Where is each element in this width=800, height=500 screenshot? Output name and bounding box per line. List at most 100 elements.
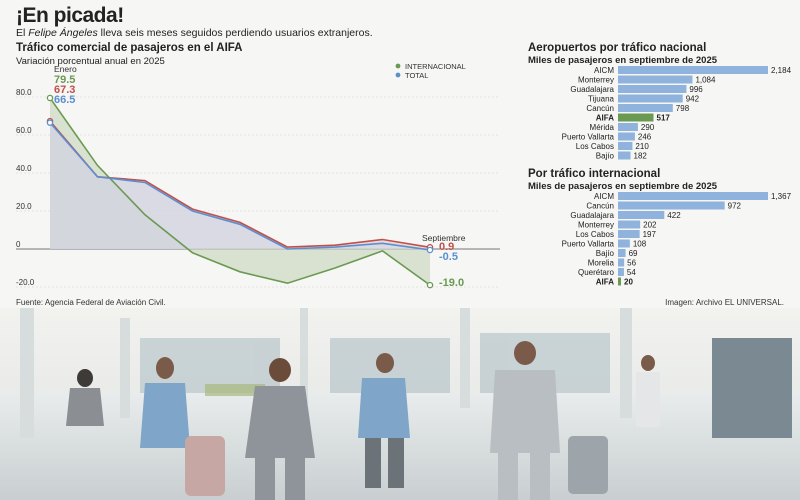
- image-credit: Imagen: Archivo EL UNIVERSAL.: [665, 298, 784, 307]
- bar-value-label: 56: [627, 259, 636, 268]
- bar: [618, 75, 693, 84]
- source-note: Fuente: Agencia Federal de Aviación Civi…: [16, 298, 166, 307]
- end-month-label: Septiembre: [422, 233, 466, 243]
- y-tick-label: 20.0: [16, 202, 32, 211]
- bar-value-label: 422: [667, 211, 681, 220]
- end-value-label: -19.0: [439, 277, 464, 289]
- bar: [618, 104, 673, 112]
- airport-terminal-photo: [0, 308, 800, 500]
- internacional-bar-chart: AICM 1,367 Cancún 972 Guadalajara 422 Monterre…: [562, 192, 792, 287]
- bar-category-label: AIFA: [596, 278, 614, 287]
- bar-value-label: 942: [686, 95, 700, 104]
- bar-category-label: Puerto Vallarta: [562, 133, 615, 142]
- bar-category-label: Morelia: [588, 259, 615, 268]
- bar-category-label: Mérida: [590, 123, 615, 132]
- bar: [618, 123, 638, 131]
- series-start-point: [46, 119, 54, 126]
- dek-pre: El: [16, 27, 29, 39]
- bar-category-label: AICM: [594, 192, 614, 201]
- bar-category-label: Los Cabos: [576, 230, 614, 239]
- internacional-chart-title: Por tráfico internacional: [528, 168, 661, 180]
- series-area: [50, 122, 430, 250]
- nacional-bar-chart: AICM 2,184 Monterrey 1,084 Guadalajara 996 Tij…: [562, 66, 792, 161]
- bar: [618, 151, 631, 160]
- bar: [618, 192, 768, 200]
- series-end-point: [426, 281, 434, 289]
- start-month-label: Enero: [54, 64, 77, 74]
- bar-category-label: Cancún: [586, 202, 614, 211]
- bar-category-label: Guadalajara: [570, 211, 614, 220]
- series-end-point: [426, 246, 434, 254]
- bar-category-label: Cancún: [586, 104, 614, 113]
- legend-label: INTERNACIONAL: [405, 62, 466, 71]
- bar-value-label: 54: [627, 268, 636, 277]
- start-value-label: 67.3: [54, 84, 75, 96]
- line-chart-subtitle: Variación porcentual anual en 2025: [16, 56, 165, 67]
- end-value-label: 0.9: [439, 241, 454, 253]
- y-tick-label: 40.0: [16, 164, 32, 173]
- bar: [618, 132, 635, 141]
- bar-value-label: 108: [633, 240, 647, 249]
- y-tick-label: -20.0: [16, 278, 35, 287]
- bar-category-label: Puerto Vallarta: [562, 240, 615, 249]
- bar-category-label: Bajío: [596, 152, 615, 161]
- y-tick-label: 60.0: [16, 126, 32, 135]
- bar: [618, 249, 626, 257]
- bar-value-label: 246: [638, 133, 652, 142]
- bar: [618, 211, 665, 219]
- line-chart-title: Tráfico comercial de pasajeros en el AIF…: [16, 42, 243, 54]
- bar-value-label: 1,367: [771, 192, 792, 201]
- nacional-chart-subtitle: Miles de pasajeros en septiembre de 2025: [528, 55, 718, 66]
- bar-category-label: AICM: [594, 66, 614, 75]
- legend-swatch: [395, 63, 401, 69]
- bar: [618, 230, 640, 238]
- end-value-label: -0.5: [439, 251, 458, 263]
- bar-value-label: 182: [634, 152, 648, 161]
- bar: [618, 94, 683, 103]
- bar: [618, 201, 725, 210]
- series-line: [49, 122, 431, 251]
- bar-category-label: Monterrey: [578, 221, 614, 230]
- dek-post: lleva seis meses seguidos perdiendo usua…: [97, 27, 373, 39]
- dek-italic: Felipe Ángeles: [28, 27, 98, 39]
- bar-category-label: Los Cabos: [576, 142, 614, 151]
- start-value-label: 66.5: [54, 94, 75, 106]
- bar-value-label: 197: [643, 230, 657, 239]
- bar-category-label: AIFA: [596, 114, 614, 123]
- traveler-figures: [66, 341, 660, 500]
- bar: [618, 66, 768, 74]
- series-start-point: [46, 94, 54, 102]
- y-tick-label: 80.0: [16, 88, 32, 97]
- nacional-chart-title: Aeropuertos por tráfico nacional: [528, 42, 707, 54]
- legend-label: TOTAL: [405, 71, 428, 80]
- bar: [618, 85, 687, 93]
- bar: [618, 239, 630, 248]
- bar-category-label: Monterrey: [578, 76, 614, 85]
- dek: El Felipe Ángeles lleva seis meses segui…: [16, 27, 373, 39]
- bar-value-label: 2,184: [771, 66, 792, 75]
- bar-value-label: 972: [728, 202, 742, 211]
- series-line: [49, 97, 431, 286]
- bar-category-label: Querétaro: [578, 268, 615, 277]
- bar-value-label: 202: [643, 221, 657, 230]
- bar-category-label: Guadalajara: [570, 85, 614, 94]
- start-value-label: 79.5: [54, 74, 75, 86]
- legend-label: NACIONAL: [405, 60, 443, 62]
- bar-value-label: 1,084: [695, 76, 716, 85]
- bar: [618, 113, 654, 122]
- bar-value-label: 798: [676, 104, 690, 113]
- headline: ¡En picada!: [16, 4, 124, 27]
- bar-value-label: 210: [635, 142, 649, 151]
- bar-category-label: Bajío: [596, 249, 615, 258]
- bar: [618, 142, 633, 150]
- bar-value-label: 517: [657, 114, 671, 123]
- bar-value-label: 290: [641, 123, 655, 132]
- bar-value-label: 20: [624, 278, 633, 287]
- bar: [618, 277, 621, 286]
- bar: [618, 268, 624, 276]
- bar: [618, 258, 625, 267]
- legend-swatch: [395, 72, 401, 78]
- bar: [618, 220, 641, 229]
